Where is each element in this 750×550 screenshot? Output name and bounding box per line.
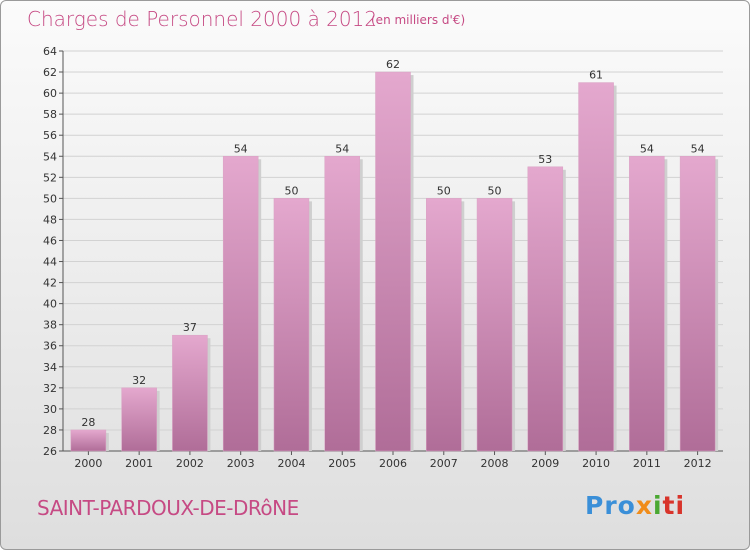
bar — [222, 156, 259, 452]
y-tick-label: 60 — [43, 87, 57, 100]
chart-title: Charges de Personnel 2000 à 2012 — [27, 7, 378, 31]
bar-value-label: 28 — [81, 416, 95, 429]
y-tick-label: 40 — [43, 298, 57, 311]
x-tick-label: 2000 — [74, 457, 102, 470]
y-tick-label: 38 — [43, 319, 57, 332]
bar-value-label: 50 — [488, 184, 502, 197]
bar-value-label: 54 — [640, 142, 654, 155]
y-tick-label: 36 — [43, 340, 57, 353]
y-tick-label: 62 — [43, 66, 57, 79]
y-tick-label: 48 — [43, 213, 57, 226]
y-tick-label: 50 — [43, 192, 57, 205]
bar-value-label: 54 — [234, 142, 248, 155]
bar — [70, 429, 107, 452]
chart-unit: (en milliers d'€) — [371, 13, 466, 27]
bar — [476, 198, 513, 452]
bar — [426, 198, 462, 452]
bar-value-label: 32 — [132, 374, 146, 387]
x-tick-label: 2011 — [633, 457, 661, 470]
x-tick-label: 2006 — [379, 457, 407, 470]
town-name: SAINT-PARDOUX-DE-DRôNE — [37, 496, 299, 520]
y-tick-label: 56 — [43, 129, 57, 142]
bars — [70, 71, 719, 452]
bar — [527, 166, 564, 452]
x-tick-label: 2005 — [328, 457, 356, 470]
y-tick-label: 52 — [43, 171, 57, 184]
x-tick-label: 2008 — [481, 457, 509, 470]
x-tick-label: 2010 — [582, 457, 610, 470]
bar-value-label: 62 — [386, 58, 400, 71]
bar-value-label: 61 — [589, 69, 603, 82]
x-tick-label: 2009 — [531, 457, 559, 470]
y-tick-label: 26 — [43, 445, 57, 458]
bar-value-label: 50 — [284, 184, 298, 197]
bar-value-label: 37 — [183, 321, 197, 334]
x-tick-label: 2002 — [176, 457, 204, 470]
bar — [629, 156, 665, 452]
bar — [172, 334, 208, 452]
x-tick-label: 2001 — [125, 457, 153, 470]
bar-value-label: 53 — [538, 153, 552, 166]
bar — [121, 387, 157, 452]
logo-part-3: i — [652, 491, 663, 520]
bar-value-label: 54 — [691, 142, 705, 155]
logo-part-4: ti — [662, 491, 686, 520]
y-tick-label: 32 — [43, 382, 57, 395]
x-tick-label: 2007 — [430, 457, 458, 470]
proxiti-logo: Proxiti — [585, 491, 685, 520]
bar — [324, 156, 360, 452]
y-tick-label: 30 — [43, 403, 57, 416]
y-tick-label: 46 — [43, 234, 57, 247]
labels: 26 28 30 32 34 36 38 40 42 44 46 48 50 52 54 56 58 60 62 64… — [43, 45, 712, 470]
bar-value-label: 54 — [335, 142, 349, 155]
bar-value-label: 50 — [437, 184, 451, 197]
y-tick-label: 58 — [43, 108, 57, 121]
x-tick-label: 2004 — [277, 457, 305, 470]
bar — [273, 198, 310, 452]
x-tick-label: 2003 — [227, 457, 255, 470]
y-tick-label: 42 — [43, 277, 57, 290]
y-tick-label: 28 — [43, 424, 57, 437]
bar — [679, 156, 716, 452]
bar — [578, 82, 614, 452]
y-tick-label: 54 — [43, 150, 57, 163]
x-tick-label: 2012 — [684, 457, 712, 470]
y-tick-label: 64 — [43, 45, 57, 58]
y-tick-label: 34 — [43, 361, 57, 374]
logo-part-1: Pro — [585, 491, 636, 520]
y-tick-label: 44 — [43, 256, 57, 269]
logo-part-2: x — [635, 491, 653, 520]
bar — [375, 71, 411, 452]
